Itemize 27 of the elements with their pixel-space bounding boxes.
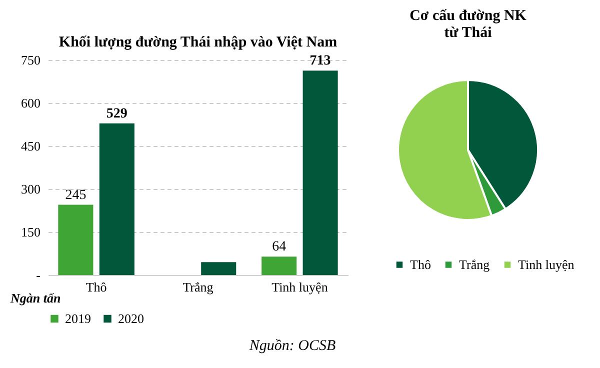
y-tick-label: 450 xyxy=(21,138,40,154)
data-label: 713 xyxy=(310,54,331,69)
legend-label: 2020 xyxy=(118,310,144,326)
x-tick-label: Tinh luyện xyxy=(272,280,328,294)
x-tick-label: Thô xyxy=(86,280,107,294)
y-tick-label: 150 xyxy=(21,224,40,240)
y-tick-label: 750 xyxy=(21,52,40,68)
legend-label: Tinh luyện xyxy=(518,256,575,272)
data-label: 529 xyxy=(106,106,128,122)
y-tick-label: - xyxy=(36,268,40,282)
y-axis-title: Ngàn tấn xyxy=(10,290,61,306)
chart-title: Cơ cấu đường NK từ Thái xyxy=(410,8,527,41)
chart-title: Khối lượng đường Thái nhập vào Việt Nam xyxy=(58,34,338,51)
legend-label: Trắng xyxy=(459,256,490,272)
bar xyxy=(302,70,338,275)
x-tick-label: Trắng xyxy=(182,280,214,294)
data-label: 64 xyxy=(272,240,286,255)
y-tick-label: 300 xyxy=(21,182,40,196)
bar xyxy=(58,204,94,275)
legend-label: Thô xyxy=(410,256,431,272)
bar xyxy=(201,262,236,275)
data-label: 245 xyxy=(65,188,86,203)
bar xyxy=(99,123,134,275)
text: Nguồn: OCSB xyxy=(248,338,336,354)
y-tick-label: 600 xyxy=(21,96,40,110)
bar xyxy=(262,256,297,275)
legend-label: 2019 xyxy=(65,310,91,326)
